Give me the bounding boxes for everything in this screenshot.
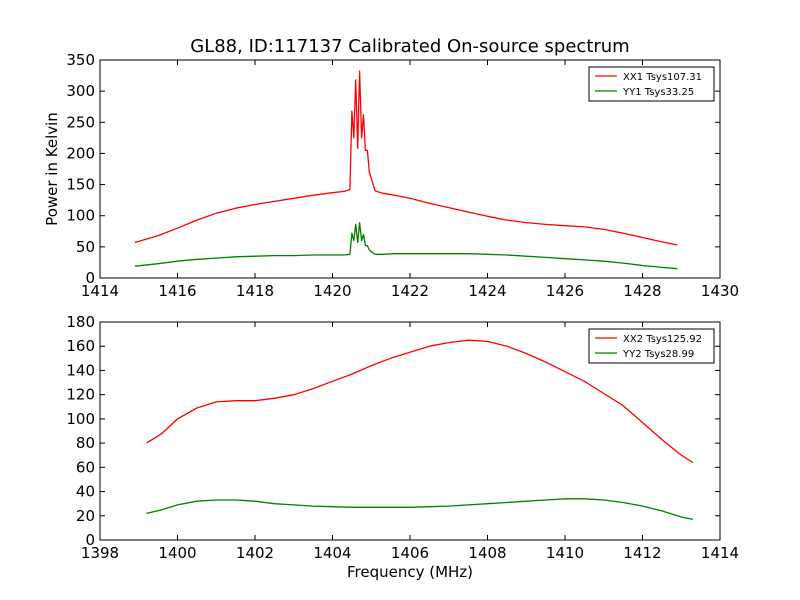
bottom-x-tick-label: 1402 bbox=[236, 544, 274, 562]
bottom-x-tick-label: 1404 bbox=[313, 544, 351, 562]
top-chart-title: GL88, ID:117137 Calibrated On-source spe… bbox=[190, 36, 629, 57]
bottom-y-tick-label: 60 bbox=[76, 458, 95, 476]
bottom-y-tick-label: 180 bbox=[66, 313, 95, 331]
top-y-tick-label: 250 bbox=[66, 113, 95, 131]
top-x-tick-label: 1420 bbox=[313, 282, 351, 300]
top-x-tick-label: 1426 bbox=[546, 282, 584, 300]
bottom-y-tick-label: 160 bbox=[66, 337, 95, 355]
bottom-x-tick-label: 1414 bbox=[701, 544, 739, 562]
bottom-y-tick-label: 20 bbox=[76, 507, 95, 525]
top-y-tick-label: 200 bbox=[66, 144, 95, 162]
top-y-tick-label: 100 bbox=[66, 207, 95, 225]
bottom-x-tick-label: 1398 bbox=[81, 544, 119, 562]
bottom-x-tick-label: 1406 bbox=[391, 544, 429, 562]
bottom-legend-box bbox=[588, 328, 715, 364]
top-legend-box bbox=[588, 66, 715, 102]
top-y-tick-label: 350 bbox=[66, 51, 95, 69]
top-x-tick-label: 1418 bbox=[236, 282, 274, 300]
top-x-tick-label: 1430 bbox=[701, 282, 739, 300]
top-legend: XX1 Tsys107.31 YY1 Tsys33.25 bbox=[588, 66, 715, 102]
bottom-y-tick-label: 120 bbox=[66, 386, 95, 404]
top-series-line-1 bbox=[134, 70, 678, 246]
bottom-series-line-2 bbox=[146, 498, 694, 521]
top-y-tick-label: 300 bbox=[66, 82, 95, 100]
top-y-tick-label: 150 bbox=[66, 176, 95, 194]
bottom-y-tick-label: 100 bbox=[66, 410, 95, 428]
top-x-tick-label: 1416 bbox=[158, 282, 196, 300]
bottom-x-axis-label: Frequency (MHz) bbox=[347, 563, 473, 581]
bottom-y-tick-label: 40 bbox=[76, 483, 95, 501]
top-x-tick-label: 1428 bbox=[623, 282, 661, 300]
bottom-legend-label: YY2 Tsys28.99 bbox=[622, 349, 694, 360]
top-series-line-2 bbox=[134, 221, 678, 270]
bottom-x-tick-label: 1410 bbox=[546, 544, 584, 562]
top-y-axis-label: Power in Kelvin bbox=[43, 112, 61, 226]
bottom-y-tick-label: 0 bbox=[85, 531, 95, 549]
bottom-series-line-1 bbox=[146, 339, 694, 464]
top-legend-label: XX1 Tsys107.31 bbox=[623, 72, 702, 83]
bottom-legend: XX2 Tsys125.92 YY2 Tsys28.99 bbox=[588, 328, 715, 364]
top-legend-label: YY1 Tsys33.25 bbox=[622, 87, 694, 98]
top-panel: 1414 1416 1418 1420 1422 1424 1426 1428 1430 0 50 1… bbox=[43, 36, 739, 300]
bottom-x-tick-label: 1400 bbox=[158, 544, 196, 562]
bottom-y-tick-label: 80 bbox=[76, 434, 95, 452]
bottom-legend-label: XX2 Tsys125.92 bbox=[623, 334, 702, 345]
top-y-tick-label: 50 bbox=[76, 238, 95, 256]
bottom-x-tick-label: 1408 bbox=[468, 544, 506, 562]
top-y-tick-label: 0 bbox=[85, 269, 95, 287]
top-x-tick-label: 1424 bbox=[468, 282, 506, 300]
bottom-x-tick-label: 1412 bbox=[623, 544, 661, 562]
bottom-y-tick-label: 140 bbox=[66, 361, 95, 379]
top-x-tick-label: 1414 bbox=[81, 282, 119, 300]
bottom-panel: 1398 1400 1402 1404 1406 1408 1410 1412 1414 0 20 4… bbox=[66, 313, 739, 581]
top-x-tick-label: 1422 bbox=[391, 282, 429, 300]
